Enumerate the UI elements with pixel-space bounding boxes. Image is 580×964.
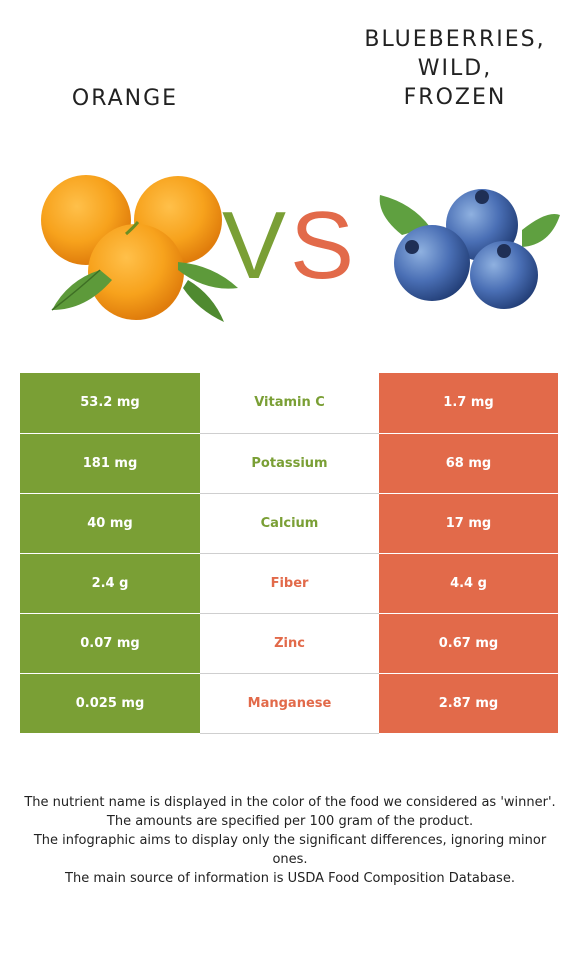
right-food-title-line: FROZEN <box>403 85 507 110</box>
vs-v: V <box>222 198 286 288</box>
orange-image <box>41 175 238 322</box>
vs-s: S <box>290 198 352 288</box>
nutrient-row: 40 mg Calcium 17 mg <box>20 493 558 554</box>
left-value: 181 mg <box>20 433 200 494</box>
footnote: The nutrient name is displayed in the co… <box>24 795 556 810</box>
nutrient-name: Fiber <box>200 553 379 614</box>
nutrient-name: Vitamin C <box>200 373 379 434</box>
left-value: 0.07 mg <box>20 613 200 674</box>
footnotes: The nutrient name is displayed in the co… <box>20 793 560 888</box>
footnote: The main source of information is USDA F… <box>65 871 515 886</box>
footnote: The infographic aims to display only the… <box>33 833 547 867</box>
vs-label: V S <box>222 198 352 288</box>
right-value: 17 mg <box>379 493 558 554</box>
right-value: 1.7 mg <box>379 373 558 434</box>
left-value: 40 mg <box>20 493 200 554</box>
nutrient-row: 0.07 mg Zinc 0.67 mg <box>20 613 558 674</box>
right-value: 2.87 mg <box>379 673 558 734</box>
nutrient-row: 53.2 mg Vitamin C 1.7 mg <box>20 373 558 434</box>
nutrient-row: 0.025 mg Manganese 2.87 mg <box>20 673 558 734</box>
nutrient-row: 2.4 g Fiber 4.4 g <box>20 553 558 614</box>
nutrient-name: Manganese <box>200 673 379 734</box>
blueberries-image <box>379 189 560 309</box>
nutrient-name: Potassium <box>200 433 379 494</box>
nutrient-name: Zinc <box>200 613 379 674</box>
right-value: 68 mg <box>379 433 558 494</box>
right-value: 4.4 g <box>379 553 558 614</box>
left-value: 2.4 g <box>20 553 200 614</box>
left-food-title-text: ORANGE <box>71 86 179 111</box>
right-food-title-line: WILD, <box>417 56 493 81</box>
left-value: 53.2 mg <box>20 373 200 434</box>
left-food-title: ORANGE <box>20 84 230 113</box>
right-value: 0.67 mg <box>379 613 558 674</box>
nutrient-row: 181 mg Potassium 68 mg <box>20 433 558 494</box>
left-value: 0.025 mg <box>20 673 200 734</box>
nutrient-name: Calcium <box>200 493 379 554</box>
footnote: The amounts are specified per 100 gram o… <box>106 814 474 829</box>
right-food-title: BLUEBERRIES, WILD, FROZEN <box>350 25 560 112</box>
nutrient-table: 53.2 mg Vitamin C 1.7 mg 181 mg Potassium 68 … <box>20 373 558 734</box>
right-food-title-line: BLUEBERRIES, <box>364 27 546 52</box>
